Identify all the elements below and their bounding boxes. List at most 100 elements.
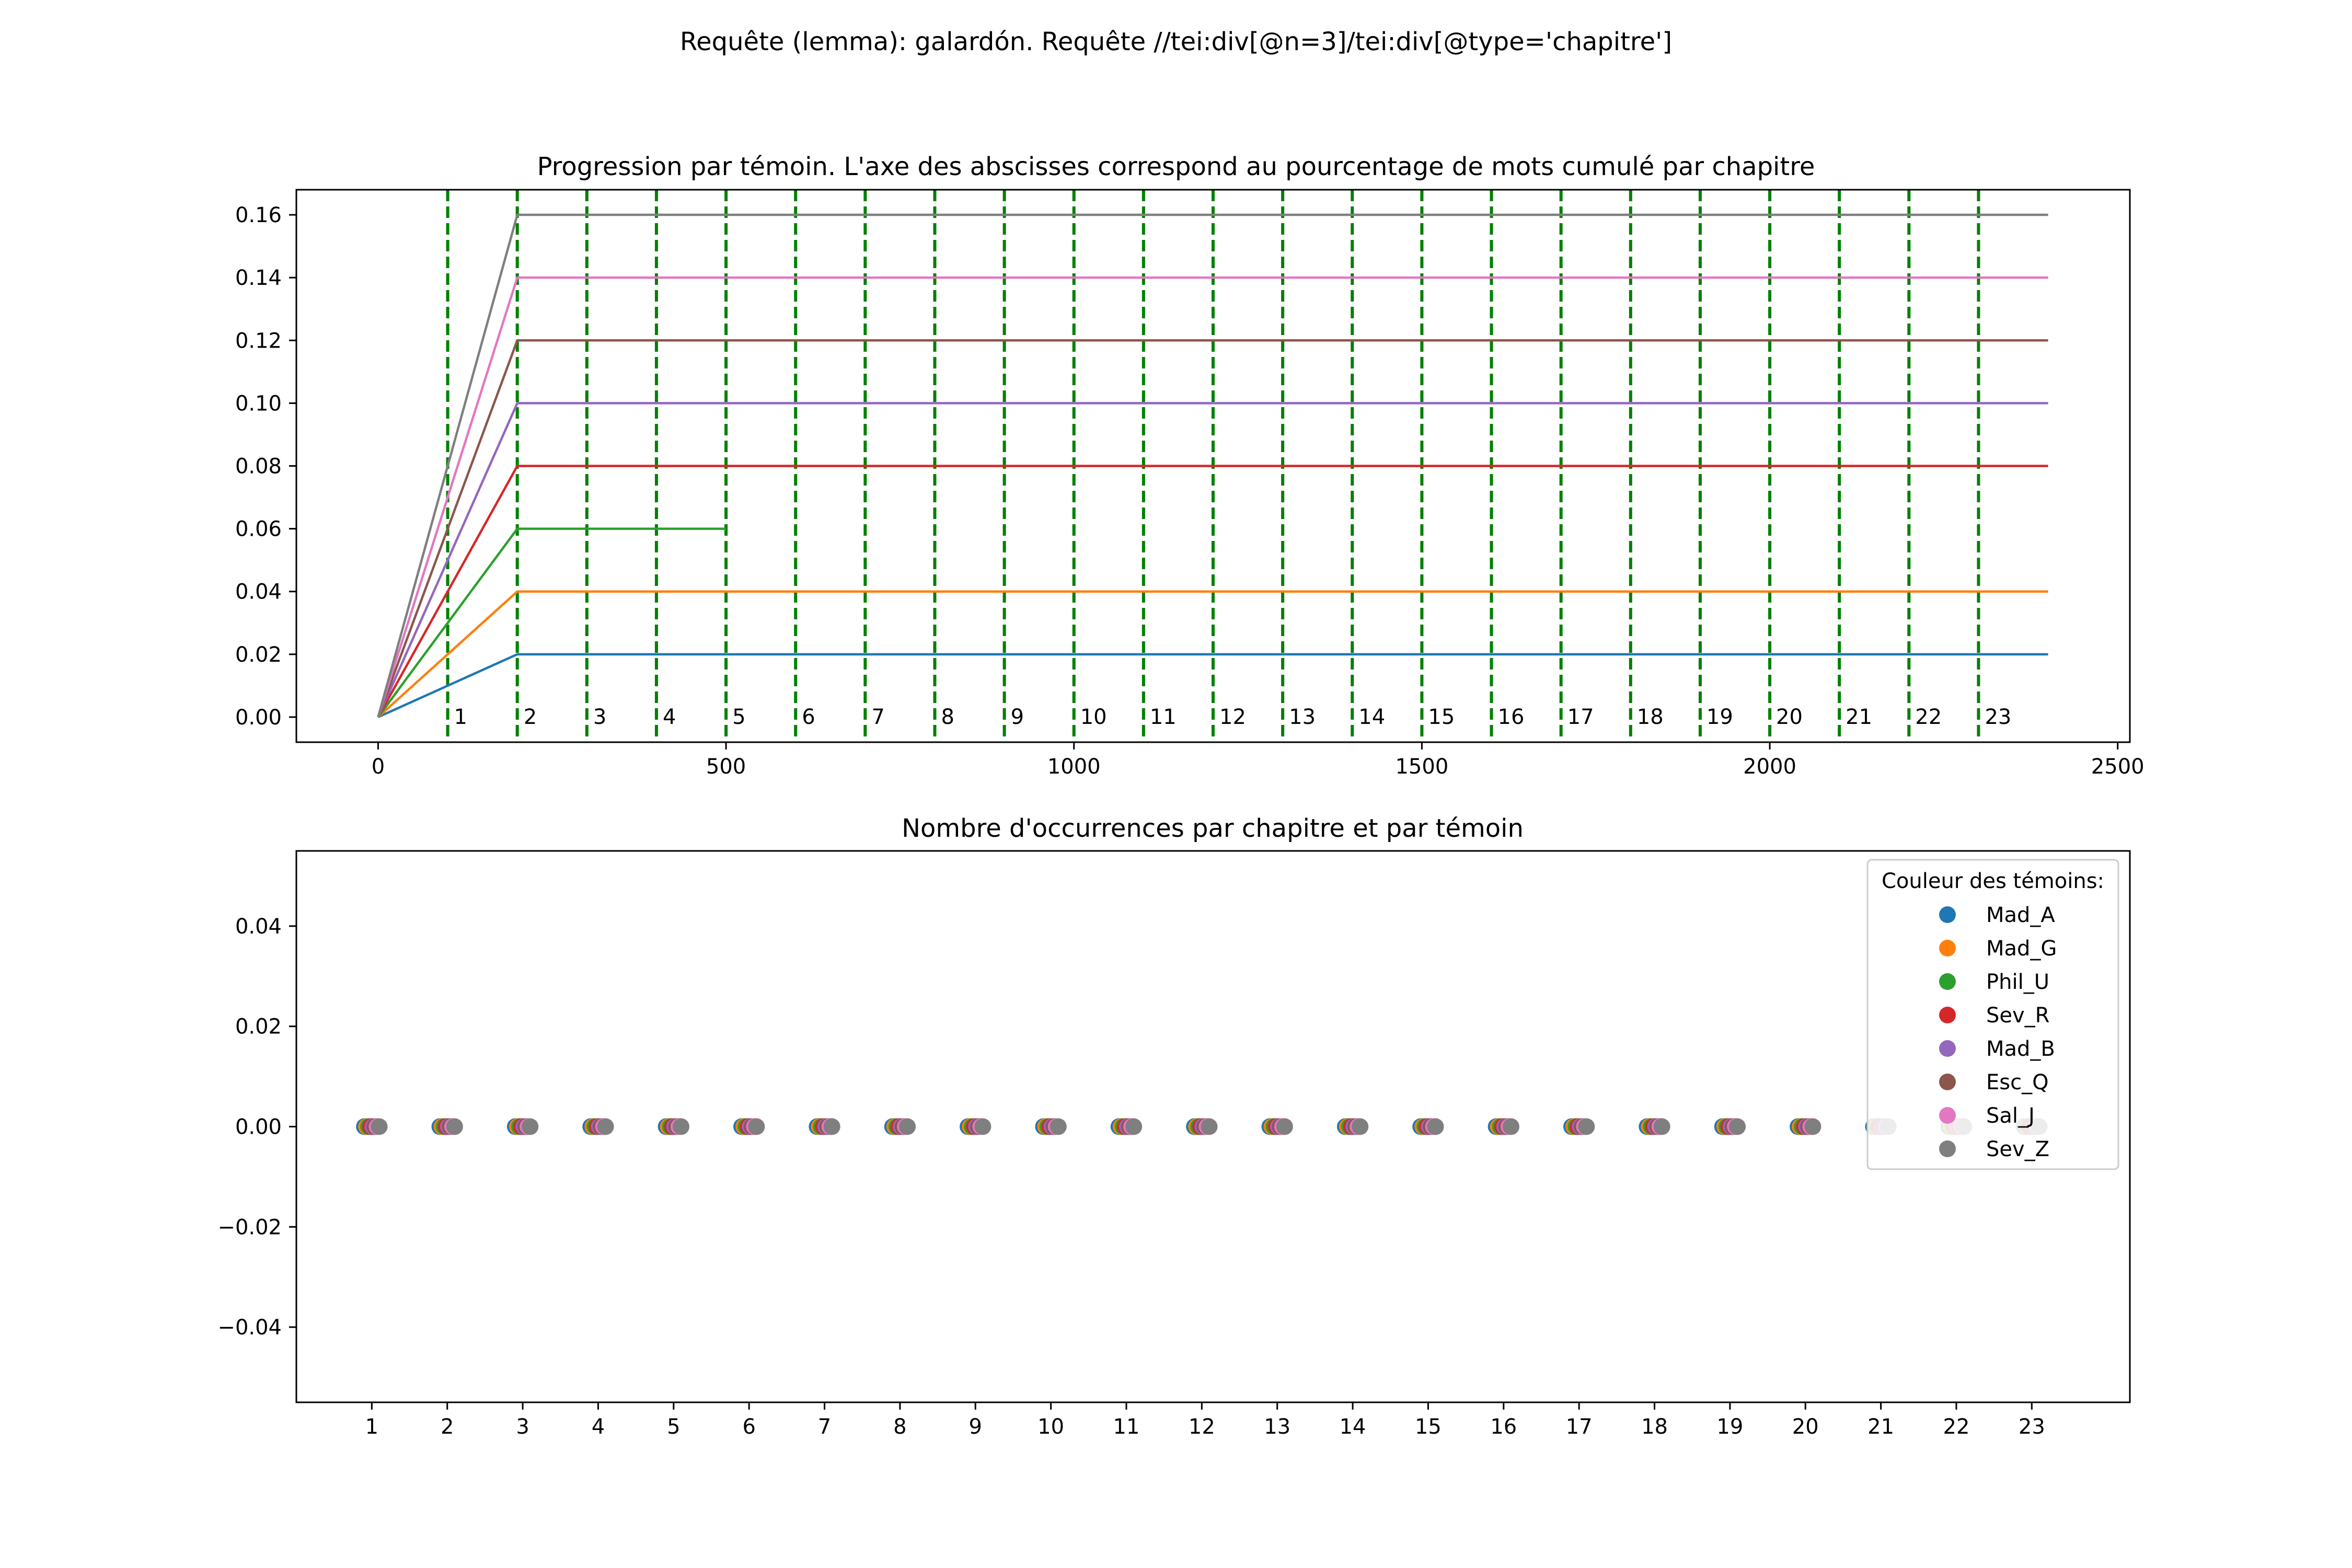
chapter-label: 13 xyxy=(1289,705,1316,729)
figure-suptitle: Requête (lemma): galardón. Requête //tei… xyxy=(680,27,1672,56)
chapter-label: 11 xyxy=(1150,705,1177,729)
data-point-Sev_Z xyxy=(522,1118,539,1135)
legend-label: Sev_R xyxy=(1986,1004,2049,1028)
chapter-label: 18 xyxy=(1637,705,1664,729)
x-tick-label: 2 xyxy=(441,1415,454,1439)
legend-marker-Sal_J xyxy=(1939,1107,1956,1124)
legend-marker-Sev_R xyxy=(1939,1007,1956,1023)
data-point-Sev_Z xyxy=(1276,1118,1293,1135)
occurrences-chart-title: Nombre d'occurrences par chapitre et par… xyxy=(902,814,1524,843)
progression-chart: Progression par témoin. L'axe des abscis… xyxy=(235,152,2145,779)
progression-chart-title: Progression par témoin. L'axe des abscis… xyxy=(537,152,1815,181)
x-tick-label: 1500 xyxy=(1395,755,1448,779)
data-point-Sev_Z xyxy=(1578,1118,1595,1135)
occurrences-chart: Nombre d'occurrences par chapitre et par… xyxy=(217,814,2131,1439)
x-tick-label: 13 xyxy=(1264,1415,1290,1439)
x-tick-label: 18 xyxy=(1641,1415,1668,1439)
chapter-label: 20 xyxy=(1776,705,1803,729)
data-point-Sev_Z xyxy=(1729,1118,1746,1135)
x-tick-label: 23 xyxy=(2019,1415,2045,1439)
x-tick-label: 11 xyxy=(1113,1415,1140,1439)
y-tick-label: 0.04 xyxy=(235,915,282,939)
data-point-Sev_Z xyxy=(974,1118,991,1135)
chapter-label: 14 xyxy=(1358,705,1385,729)
progression-chart-ticks: 0 500 1000 1500 2000 2500 0.00 0.02 0.04 0.06 0.08… xyxy=(235,203,2145,779)
legend-marker-Sev_Z xyxy=(1939,1140,1956,1157)
data-point-Sev_Z xyxy=(1050,1118,1067,1135)
chapter-label: 1 xyxy=(454,705,467,729)
legend-marker-Mad_A xyxy=(1939,906,1956,923)
chapter-label: 3 xyxy=(593,705,606,729)
chapter-label: 12 xyxy=(1219,705,1246,729)
chapter-label: 2 xyxy=(524,705,537,729)
data-point-Sev_Z xyxy=(446,1118,463,1135)
progression-chart-chapter-labels: 1 2 3 4 5 6 7 8 9 10 11 12 13 14 15 16 17 18 19 20 21 22 23 xyxy=(454,705,2012,729)
chapter-label: 21 xyxy=(1846,705,1872,729)
chapter-label: 23 xyxy=(1985,705,2011,729)
chapter-label: 10 xyxy=(1080,705,1107,729)
data-point-Sev_Z xyxy=(748,1118,765,1135)
x-tick-label: 17 xyxy=(1566,1415,1593,1439)
x-tick-label: 6 xyxy=(742,1415,755,1439)
chapter-label: 9 xyxy=(1011,705,1024,729)
occurrences-chart-frame xyxy=(295,850,2131,1403)
x-tick-label: 20 xyxy=(1792,1415,1819,1439)
occurrences-chart-points xyxy=(356,1118,2048,1135)
data-point-Sev_Z xyxy=(1804,1118,1821,1135)
progression-chart-frame xyxy=(295,189,2131,743)
legend-label: Esc_Q xyxy=(1986,1070,2049,1094)
legend-marker-Mad_G xyxy=(1939,940,1956,956)
x-tick-label: 21 xyxy=(1867,1415,1894,1439)
series-line-Sev_R xyxy=(377,465,2048,718)
legend-label: Phil_U xyxy=(1986,970,2049,994)
y-tick-label: 0.16 xyxy=(235,203,282,227)
y-tick-label: −0.04 xyxy=(217,1316,282,1340)
y-tick-label: 0.12 xyxy=(235,329,282,353)
chapter-label: 17 xyxy=(1567,705,1594,729)
y-tick-label: 0.02 xyxy=(235,1015,282,1039)
x-tick-label: 4 xyxy=(592,1415,605,1439)
x-tick-label: 9 xyxy=(969,1415,982,1439)
x-tick-label: 2500 xyxy=(2091,755,2145,779)
y-tick-label: −0.02 xyxy=(217,1215,282,1239)
data-point-Sev_Z xyxy=(597,1118,614,1135)
y-tick-label: 0.00 xyxy=(235,706,282,730)
x-tick-label: 15 xyxy=(1415,1415,1442,1439)
progression-chart-series xyxy=(377,213,2048,719)
data-point-Sev_Z xyxy=(1502,1118,1519,1135)
data-point-Sev_Z xyxy=(823,1118,840,1135)
y-tick-label: 0.14 xyxy=(235,266,282,290)
series-line-Mad_B xyxy=(377,402,2048,718)
x-tick-label: 19 xyxy=(1716,1415,1743,1439)
chapter-label: 16 xyxy=(1498,705,1525,729)
y-tick-label: 0.08 xyxy=(235,455,282,479)
series-line-Sal_J xyxy=(377,276,2048,718)
chapter-label: 7 xyxy=(871,705,884,729)
data-point-Sev_Z xyxy=(1427,1118,1444,1135)
legend-label: Sal_J xyxy=(1986,1104,2035,1128)
y-tick-label: 0.10 xyxy=(235,391,282,416)
legend-items: Mad_A Mad_G Phil_U Sev_R Mad_B Esc_Q Sal_J Sev_… xyxy=(1939,903,2057,1161)
data-point-Sev_Z xyxy=(1352,1118,1369,1135)
chapter-label: 19 xyxy=(1707,705,1733,729)
legend-title: Couleur des témoins: xyxy=(1882,869,2104,893)
data-point-Sev_Z xyxy=(1201,1118,1218,1135)
legend-marker-Esc_Q xyxy=(1939,1074,1956,1090)
series-line-Esc_Q xyxy=(377,339,2048,718)
data-point-Sev_Z xyxy=(899,1118,916,1135)
x-tick-label: 1 xyxy=(365,1415,378,1439)
chapter-label: 4 xyxy=(663,705,676,729)
chapter-label: 22 xyxy=(1915,705,1942,729)
legend-marker-Phil_U xyxy=(1939,973,1956,990)
legend-marker-Mad_B xyxy=(1939,1040,1956,1057)
legend-label: Mad_B xyxy=(1986,1037,2055,1061)
x-tick-label: 14 xyxy=(1340,1415,1366,1439)
x-tick-label: 8 xyxy=(893,1415,906,1439)
data-point-Sev_Z xyxy=(672,1118,689,1135)
y-tick-label: 0.02 xyxy=(235,643,282,667)
chapter-label: 5 xyxy=(732,705,745,729)
occurrences-chart-ticks: 1 2 3 4 5 6 7 8 9 10 11 12 13 14 15 16 17 18 19 20 21 22 23−0.… xyxy=(217,915,2045,1439)
data-point-Sev_Z xyxy=(371,1118,388,1135)
